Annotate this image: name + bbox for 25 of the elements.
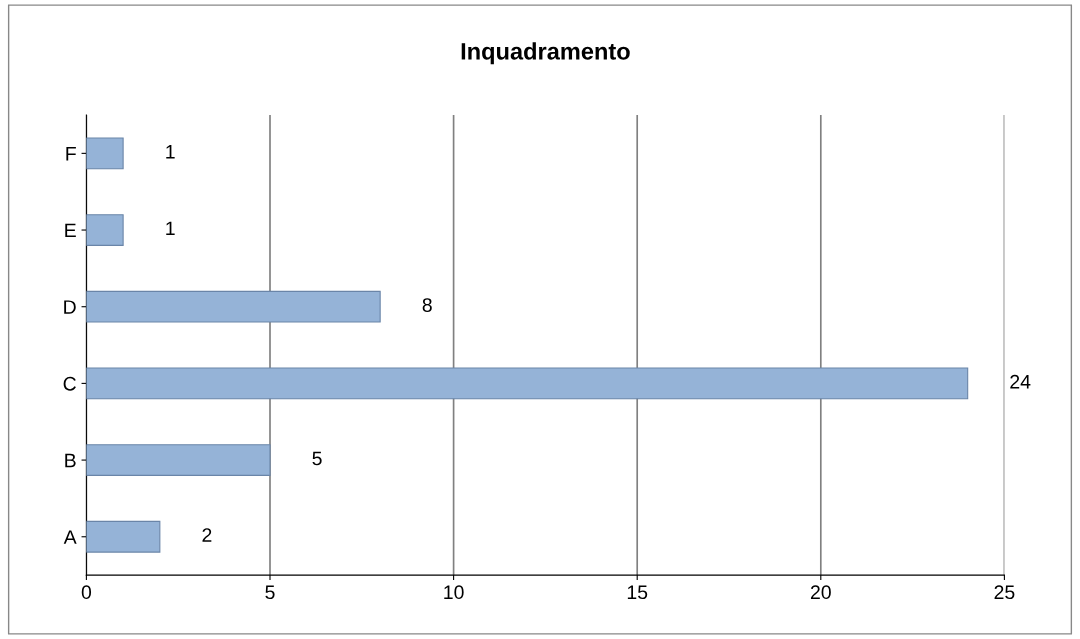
y-tick-label: C bbox=[63, 376, 76, 391]
data-label: 1 bbox=[166, 145, 175, 159]
data-label: 2 bbox=[202, 528, 212, 542]
bar bbox=[86, 444, 271, 476]
bar bbox=[86, 367, 969, 400]
bar bbox=[86, 290, 381, 323]
data-label: 8 bbox=[422, 298, 432, 312]
y-tick-label: B bbox=[65, 453, 76, 468]
bar bbox=[86, 520, 161, 553]
y-tick-label: D bbox=[64, 300, 76, 314]
y-tick-label: A bbox=[63, 530, 77, 544]
x-tick-label: 25 bbox=[994, 585, 1015, 600]
chart-title: Inquadramento bbox=[461, 42, 630, 65]
data-label: 24 bbox=[1010, 374, 1031, 389]
x-tick-label: 5 bbox=[265, 585, 275, 600]
x-tick-label: 20 bbox=[810, 585, 831, 600]
y-tick-label: F bbox=[66, 147, 76, 161]
data-label: 1 bbox=[166, 221, 175, 236]
bar bbox=[86, 214, 124, 246]
y-tick-label: E bbox=[65, 223, 76, 238]
data-label: 5 bbox=[312, 451, 322, 466]
bar bbox=[86, 137, 124, 170]
x-tick-label: 15 bbox=[627, 585, 648, 600]
x-tick-label: 0 bbox=[81, 585, 92, 600]
x-tick-label: 10 bbox=[444, 585, 464, 600]
